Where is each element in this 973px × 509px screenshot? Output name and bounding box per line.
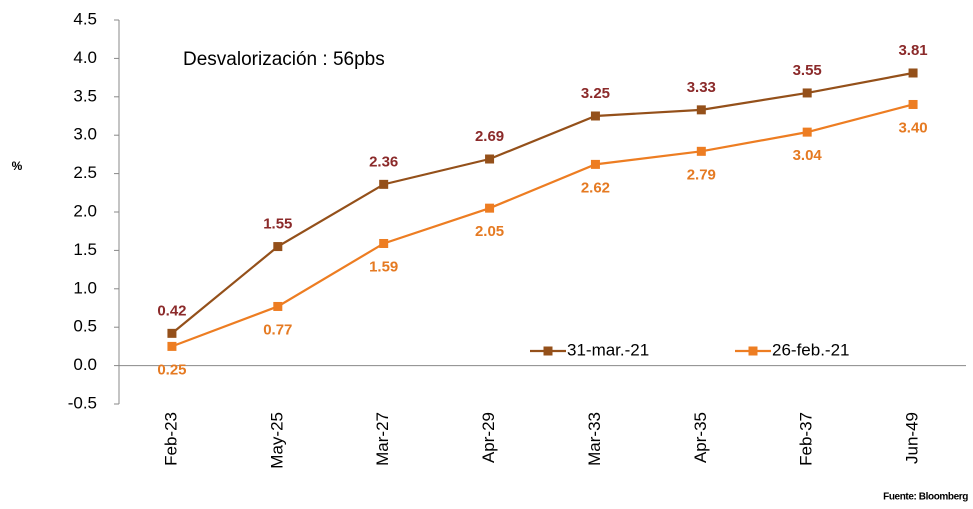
series-line (171, 71, 914, 335)
legend-label: 31-mar.-21 (567, 340, 649, 359)
y-tick-label: 4.5 (73, 9, 97, 28)
point (273, 242, 283, 252)
data-label: 3.25 (581, 85, 610, 102)
point (485, 154, 495, 164)
data-label: 1.59 (369, 258, 398, 275)
data-label: 3.04 (793, 147, 823, 164)
x-tick-label: Mar-27 (373, 412, 392, 466)
legend-label: 26-feb.-21 (772, 340, 850, 359)
source: Fuente: Bloomberg (883, 492, 968, 503)
data-label: 3.81 (898, 42, 927, 59)
annotation: Desvalorización : 56pbs (183, 49, 385, 70)
data-label: 0.42 (157, 302, 186, 319)
data-label: 2.36 (369, 153, 398, 170)
point (802, 88, 812, 98)
point (590, 159, 600, 169)
y-tick-label: -0.5 (68, 393, 97, 412)
x-tick-label: Jun-49 (903, 412, 922, 464)
y-tick-label: 3.5 (73, 86, 97, 105)
x-tick-label: Feb-37 (797, 412, 816, 466)
series-line (171, 103, 914, 348)
y-tick-label: 1.5 (73, 240, 97, 259)
point (485, 203, 495, 213)
point (802, 127, 812, 137)
data-label: 0.25 (157, 361, 186, 378)
data-label: 2.79 (687, 166, 716, 183)
y-tick-label: 0.5 (73, 317, 97, 336)
point (379, 238, 389, 248)
point (167, 328, 177, 338)
data-label: 0.77 (263, 321, 292, 338)
point (696, 146, 706, 156)
x-tick-label: Feb-23 (161, 412, 180, 466)
x-tick-label: Mar-33 (585, 412, 604, 466)
point (590, 111, 600, 121)
y-axis-label: % (12, 159, 23, 173)
y-tick-label: 1.0 (73, 278, 97, 297)
data-label: 2.05 (475, 223, 504, 240)
point (908, 99, 918, 109)
y-tick-label: 2.0 (73, 201, 97, 220)
data-label: 2.62 (581, 179, 610, 196)
data-label: 2.69 (475, 128, 504, 145)
y-tick-label: 3.0 (73, 125, 97, 144)
y-tick-label: 2.5 (73, 163, 97, 182)
data-label: 3.33 (687, 79, 716, 96)
legend-marker (748, 346, 758, 356)
point (167, 341, 177, 351)
point (908, 68, 918, 78)
data-label: 3.40 (898, 119, 927, 136)
data-label: 1.55 (263, 216, 292, 233)
y-tick-label: 4.0 (73, 48, 97, 67)
legend-marker (543, 346, 553, 356)
point (379, 179, 389, 189)
point (273, 301, 283, 311)
data-label: 3.55 (793, 62, 822, 79)
point (696, 105, 706, 115)
x-tick-label: Apr-29 (479, 412, 498, 463)
y-tick-label: 0.0 (73, 355, 97, 374)
x-tick-label: Apr-35 (691, 412, 710, 463)
x-tick-label: May-25 (267, 412, 286, 469)
